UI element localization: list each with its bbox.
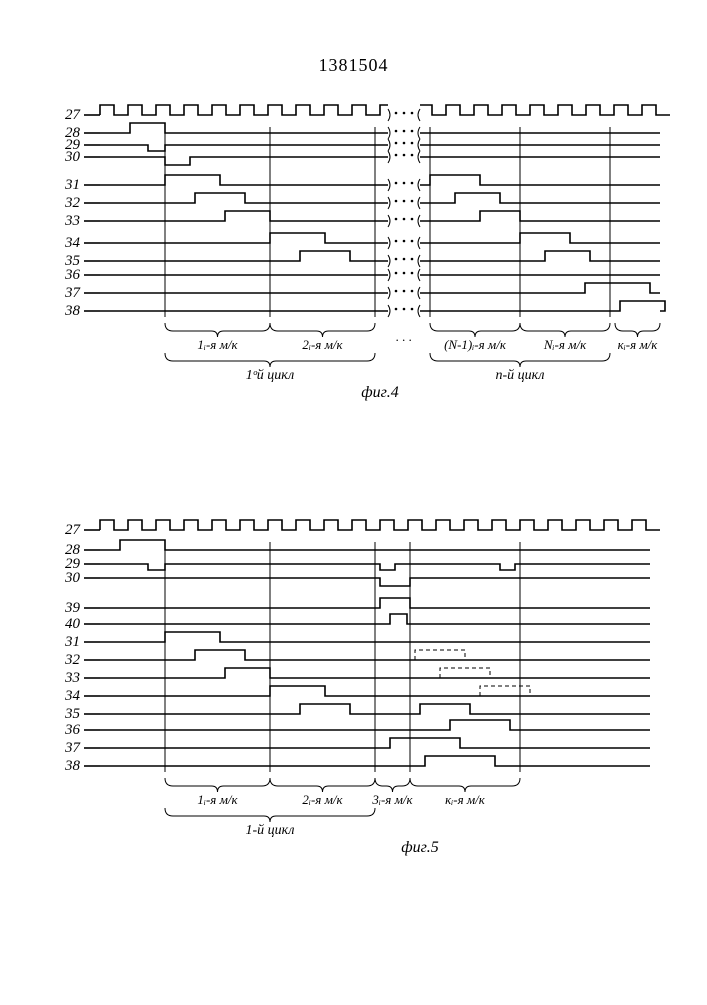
timing-diagrams: 272829303132333435363738. . .1ᵢ-я м/к2ᵢ-… (0, 0, 707, 1000)
svg-text:37: 37 (64, 740, 82, 756)
svg-text:34: 34 (64, 688, 81, 704)
svg-text:кᵢ-я м/к: кᵢ-я м/к (618, 337, 659, 352)
svg-text:1-й цикл: 1-й цикл (245, 823, 294, 838)
svg-text:1ᵢ-я м/к: 1ᵢ-я м/к (197, 337, 238, 352)
svg-text:Nᵢ-я м/к: Nᵢ-я м/к (543, 337, 587, 352)
svg-text:31: 31 (64, 634, 80, 650)
svg-text:39: 39 (64, 600, 81, 616)
svg-text:38: 38 (64, 303, 81, 319)
svg-text:n-й цикл: n-й цикл (495, 368, 544, 383)
svg-text:2ᵢ-я м/к: 2ᵢ-я м/к (302, 337, 343, 352)
svg-text:37: 37 (64, 285, 82, 301)
svg-text:34: 34 (64, 235, 81, 251)
svg-text:1ᵒй цикл: 1ᵒй цикл (246, 368, 294, 383)
svg-text:30: 30 (64, 570, 81, 586)
svg-text:кᵢ-я м/к: кᵢ-я м/к (445, 792, 486, 807)
svg-text:32: 32 (64, 195, 81, 211)
doc-number: 1381504 (0, 55, 707, 76)
svg-text:35: 35 (64, 706, 81, 722)
svg-text:33: 33 (64, 670, 80, 686)
svg-text:31: 31 (64, 177, 80, 193)
svg-text:1ᵢ-я м/к: 1ᵢ-я м/к (197, 792, 238, 807)
svg-text:. . .: . . . (396, 329, 412, 344)
svg-text:32: 32 (64, 652, 81, 668)
svg-text:фиг.4: фиг.4 (361, 384, 398, 401)
svg-text:фиг.5: фиг.5 (401, 839, 438, 856)
svg-text:36: 36 (64, 722, 81, 738)
svg-text:33: 33 (64, 213, 80, 229)
svg-text:40: 40 (65, 616, 81, 632)
svg-text:2ᵢ-я м/к: 2ᵢ-я м/к (302, 792, 343, 807)
svg-text:27: 27 (65, 107, 82, 123)
svg-text:38: 38 (64, 758, 81, 774)
svg-text:(N-1)ᵢ-я м/к: (N-1)ᵢ-я м/к (444, 337, 507, 352)
svg-text:27: 27 (65, 522, 82, 538)
svg-text:30: 30 (64, 149, 81, 165)
svg-text:36: 36 (64, 267, 81, 283)
svg-text:3ᵢ-я м/к: 3ᵢ-я м/к (371, 792, 413, 807)
